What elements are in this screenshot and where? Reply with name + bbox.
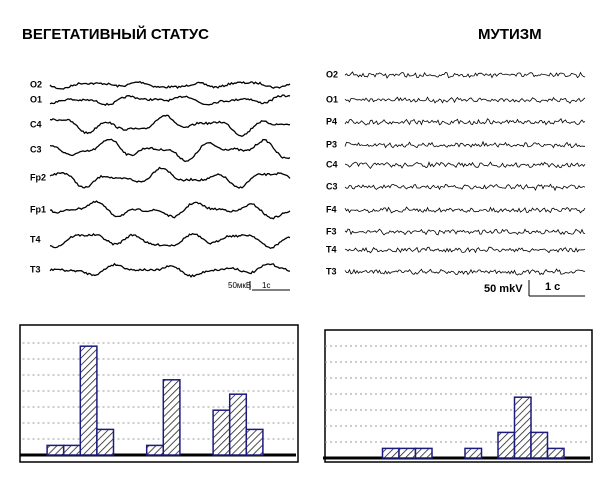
channel-label: O2 <box>326 69 338 79</box>
histogram-bar <box>398 447 417 459</box>
eeg-trace <box>344 96 586 104</box>
histogram-bar <box>79 345 98 456</box>
right-hist-frame <box>324 329 593 463</box>
channel-label: O1 <box>30 94 42 104</box>
channel-label: C4 <box>30 119 42 129</box>
channel-label: O2 <box>30 79 42 89</box>
eeg-trace <box>49 262 291 278</box>
channel-label: T3 <box>326 266 337 276</box>
histogram-bar <box>145 444 165 456</box>
eeg-trace <box>344 246 586 254</box>
histogram-bar <box>530 431 549 459</box>
eeg-trace <box>344 71 586 79</box>
histogram-bar <box>381 447 400 459</box>
scale-amplitude: 50 mkV <box>484 283 523 295</box>
histogram-bar <box>414 447 433 459</box>
channel-label: T4 <box>326 244 337 254</box>
histogram-bar <box>513 396 532 459</box>
eeg-trace <box>344 268 586 276</box>
histogram-bar <box>497 431 516 459</box>
eeg-trace <box>49 94 291 107</box>
eeg-trace <box>344 117 586 126</box>
eeg-trace <box>49 80 291 90</box>
eeg-trace <box>344 161 586 170</box>
channel-label: P3 <box>326 139 337 149</box>
eeg-trace <box>49 114 291 138</box>
eeg-trace <box>344 228 586 236</box>
channel-label: T4 <box>30 234 41 244</box>
channel-label: C3 <box>326 181 338 191</box>
histogram-bar <box>96 428 115 456</box>
scale-amplitude: 50мкВ <box>228 281 251 290</box>
channel-label: T3 <box>30 264 41 274</box>
histogram-bar <box>46 444 65 456</box>
eeg-trace <box>344 206 586 214</box>
channel-label: Fp2 <box>30 172 46 182</box>
channel-label: C4 <box>326 159 338 169</box>
histogram-bar <box>546 447 565 459</box>
eeg-trace <box>344 183 586 192</box>
channel-label: P4 <box>326 116 337 126</box>
eeg-trace <box>49 200 291 220</box>
histogram-bar <box>212 409 231 456</box>
channel-label: Fp1 <box>30 204 46 214</box>
channel-label: F4 <box>326 204 337 214</box>
eeg-trace <box>344 140 585 149</box>
histogram-bar <box>228 393 248 456</box>
scale-time: 1с <box>262 281 270 290</box>
channel-label: F3 <box>326 226 337 236</box>
histogram-bar <box>162 379 181 456</box>
left-hist-frame <box>19 324 299 463</box>
histogram-bar <box>62 444 82 456</box>
left-title: ВЕГЕТАТИВНЫЙ СТАТУС <box>22 25 209 43</box>
right-title: МУТИЗМ <box>478 26 542 43</box>
channel-label: C3 <box>30 144 42 154</box>
scale-time: 1 c <box>545 281 560 293</box>
eeg-trace <box>49 138 291 163</box>
channel-label: O1 <box>326 94 338 104</box>
eeg-trace <box>49 166 291 189</box>
histogram-bar <box>245 428 264 456</box>
histogram-bar <box>464 447 483 459</box>
eeg-trace <box>49 232 291 250</box>
